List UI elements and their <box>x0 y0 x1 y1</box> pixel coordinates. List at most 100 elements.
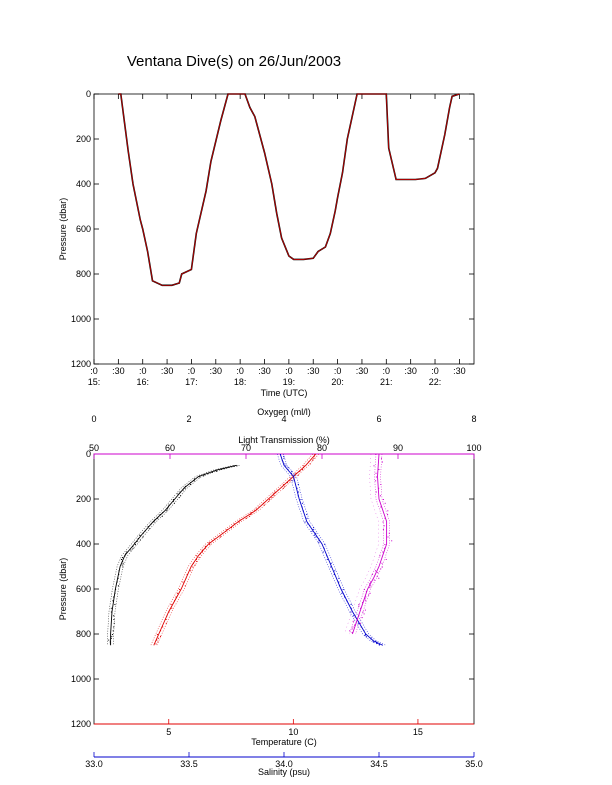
salinity-point <box>315 532 317 534</box>
bottom-axis-ticks: 0 200 400 600 800 1000 1200 0 2 4 6 8 50 60 70 80 90 100 5… <box>71 414 483 769</box>
salinity-point <box>364 634 366 635</box>
oxygen-point <box>211 472 213 473</box>
temperature-point <box>289 480 291 482</box>
temperature-point <box>208 542 210 544</box>
temperature-point <box>179 589 181 590</box>
temperature-point <box>165 619 167 620</box>
oxygen-point <box>153 521 155 523</box>
salinity-point <box>350 604 352 605</box>
oxygen-point <box>225 467 227 469</box>
transmission-point <box>358 605 360 607</box>
salinity-point <box>379 643 381 645</box>
temperature-point <box>190 570 192 572</box>
salinity-point <box>350 607 352 609</box>
transmission-point <box>382 529 384 530</box>
transmission-tick-label: 100 <box>466 443 481 453</box>
top-x-tick-minute-label: :0 <box>139 366 147 376</box>
transmission-point <box>352 620 354 622</box>
salinity-point <box>372 639 374 641</box>
temperature-point <box>177 592 178 594</box>
temperature-tick-label: 10 <box>288 727 298 737</box>
top-x-tick-minute-label: :30 <box>453 366 466 376</box>
top-x-tick-minute-label: :0 <box>236 366 244 376</box>
oxygen-point <box>189 484 191 485</box>
salinity-point <box>292 480 294 482</box>
oxygen-tick-label: 6 <box>376 414 381 424</box>
transmission-point <box>373 579 375 581</box>
temperature-point <box>204 545 206 547</box>
temperature-point <box>232 525 234 527</box>
temperature-point <box>258 506 260 508</box>
transmission-point <box>369 587 371 589</box>
transmission-tick-label: 80 <box>317 443 327 453</box>
temperature-point <box>156 634 158 635</box>
transmission-point <box>356 619 358 620</box>
oxygen-point <box>114 604 116 605</box>
temperature-point <box>309 463 311 465</box>
temperature-point <box>204 547 206 549</box>
salinity-point <box>372 641 374 643</box>
salinity-point <box>306 514 308 515</box>
top-x-tick-hour-label: 18: <box>234 377 247 387</box>
top-y-tick-label: 0 <box>86 89 91 99</box>
salinity-point <box>338 577 340 579</box>
oxygen-point <box>114 592 116 594</box>
oxygen-point <box>154 519 155 521</box>
oxygen-point <box>182 489 184 491</box>
temperature-point <box>157 641 159 643</box>
salinity-point <box>318 540 320 542</box>
salinity-point <box>291 472 292 474</box>
salinity-point <box>370 637 372 639</box>
salinity-point <box>363 630 365 632</box>
oxygen-point <box>113 619 115 620</box>
transmission-point <box>370 585 372 587</box>
temperature-point <box>297 474 299 476</box>
transmission-point <box>381 566 383 568</box>
salinity-point <box>370 638 372 640</box>
oxygen-point <box>179 491 181 493</box>
oxygen-point <box>203 474 205 476</box>
oxygen-point <box>110 637 112 639</box>
temperature-point <box>272 493 274 495</box>
salinity-tick-label: 35.0 <box>465 759 483 769</box>
salinity-point <box>287 467 289 469</box>
temperature-tick-label: 15 <box>413 727 423 737</box>
salinity-point <box>302 510 304 512</box>
transmission-tick-label: 70 <box>241 443 251 453</box>
temperature-point <box>155 643 157 645</box>
top-x-tick-minute-label: :0 <box>334 366 342 376</box>
transmission-point <box>351 632 353 634</box>
transmission-point <box>380 484 382 485</box>
temperature-point <box>225 530 227 532</box>
temperature-point <box>277 489 279 491</box>
temperature-point <box>182 581 184 583</box>
transmission-point <box>375 454 377 455</box>
salinity-point <box>296 487 298 489</box>
salinity-point <box>326 555 328 557</box>
top-x-tick-minute-label: :0 <box>383 366 391 376</box>
transmission-point <box>373 465 375 467</box>
oxygen-profile <box>110 464 237 646</box>
transmission-point <box>371 574 373 575</box>
salinity-point <box>315 536 317 538</box>
salinity-point <box>376 642 377 644</box>
oxygen-axis-label: Oxygen (ml/l) <box>257 407 311 417</box>
top-x-tick-minute-label: :0 <box>188 366 196 376</box>
top-y-tick-label: 1000 <box>71 314 91 324</box>
temperature-point <box>308 461 309 463</box>
transmission-point <box>387 536 389 538</box>
transmission-point <box>362 611 364 613</box>
oxygen-point <box>118 574 120 575</box>
top-x-tick-minute-label: :30 <box>307 366 320 376</box>
transmission-point <box>352 626 354 628</box>
salinity-point <box>375 640 377 642</box>
temperature-point <box>194 564 196 566</box>
transmission-point <box>387 510 389 512</box>
oxygen-profile-scatter-a <box>107 465 234 646</box>
top-x-tick-minute-label: :30 <box>258 366 271 376</box>
transmission-point <box>364 609 366 611</box>
top-x-tick-hour-label: 22: <box>429 377 442 387</box>
oxygen-tick-label: 0 <box>91 414 96 424</box>
oxygen-point <box>111 635 113 637</box>
